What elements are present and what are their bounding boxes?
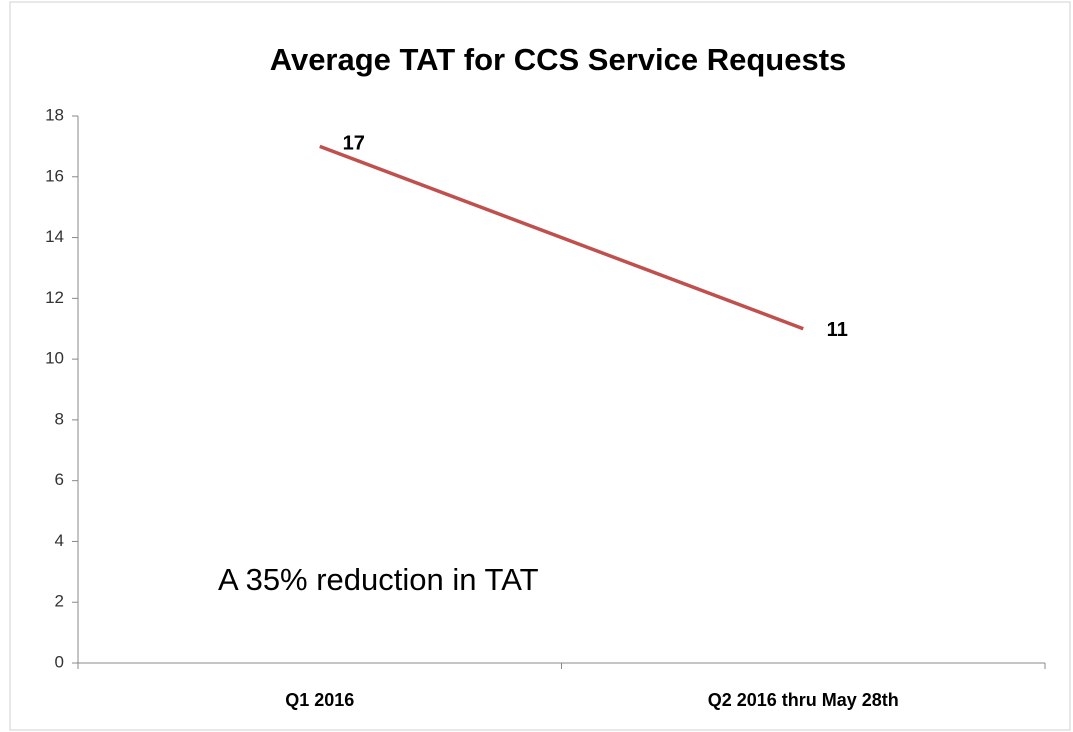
y-tick-label: 4 — [55, 531, 64, 550]
y-tick-label: 16 — [45, 166, 64, 185]
y-tick-label: 12 — [45, 288, 64, 307]
chart-title: Average TAT for CCS Service Requests — [270, 42, 847, 77]
y-tick-label: 2 — [55, 592, 64, 611]
x-tick-label: Q2 2016 thru May 28th — [708, 690, 899, 710]
y-tick-label: 14 — [45, 227, 64, 246]
chart-frame — [9, 1, 1071, 731]
data-label: 17 — [343, 133, 365, 155]
y-tick-label: 6 — [55, 470, 64, 489]
annotation: A 35% reduction in TAT — [218, 562, 539, 597]
y-tick-label: 8 — [55, 409, 64, 428]
line — [319, 144, 804, 331]
x-tick-label: Q1 2016 — [285, 690, 354, 710]
y-tick-label: 18 — [45, 105, 64, 124]
y-tick-label: 10 — [45, 349, 64, 368]
data-label: 11 — [827, 319, 848, 341]
y-tick-label: 0 — [55, 652, 64, 671]
